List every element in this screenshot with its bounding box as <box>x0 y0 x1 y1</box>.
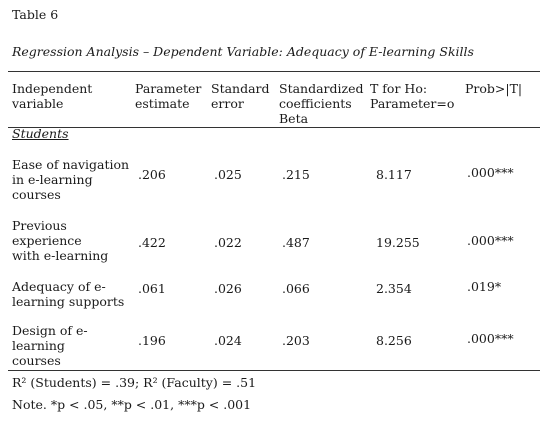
table-caption: Regression Analysis – Dependent Variable… <box>12 44 474 59</box>
row-beta: .215 <box>282 167 310 182</box>
row-error: .024 <box>214 333 242 348</box>
row-variable-previous-experience: Previous experience with e-learning <box>12 218 109 263</box>
header-parameter-estimate: Parameter estimate <box>135 81 202 111</box>
row-beta: .066 <box>282 281 310 296</box>
bottom-rule <box>8 370 540 371</box>
header-t-statistic: T for Ho: Parameter=o <box>370 81 455 111</box>
row-variable-design-of-courses: Design of e- learning courses <box>12 323 88 368</box>
r-squared-note: R² (Students) = .39; R² (Faculty) = .51 <box>12 375 257 390</box>
row-variable-adequacy-supports: Adequacy of e- learning supports <box>12 279 125 309</box>
significance-note: Note. *p < .05, **p < .01, ***p < .001 <box>12 397 252 412</box>
row-prob: .000*** <box>467 331 514 346</box>
header-independent-variable: Independent variable <box>12 81 93 111</box>
row-prob: .019* <box>467 279 502 294</box>
row-prob: .000*** <box>467 165 514 180</box>
row-prob: .000*** <box>467 233 514 248</box>
row-estimate: .196 <box>138 333 166 348</box>
table-title: Table 6 <box>12 7 59 22</box>
row-t: 2.354 <box>376 281 412 296</box>
header-standardized-beta: Standardized coefficients Beta <box>279 81 364 126</box>
row-t: 8.256 <box>376 333 412 348</box>
header-probability: Prob>|T| <box>465 81 523 96</box>
row-beta: .203 <box>282 333 310 348</box>
row-t: 8.117 <box>376 167 412 182</box>
section-label-students: Students <box>12 126 69 141</box>
row-estimate: .206 <box>138 167 166 182</box>
row-estimate: .061 <box>138 281 166 296</box>
row-error: .022 <box>214 235 242 250</box>
top-rule <box>8 71 540 72</box>
row-variable-ease-of-navigation: Ease of navigation in e-learning courses <box>12 157 130 202</box>
header-rule <box>8 127 540 128</box>
row-t: 19.255 <box>376 235 420 250</box>
row-estimate: .422 <box>138 235 166 250</box>
row-error: .025 <box>214 167 242 182</box>
row-beta: .487 <box>282 235 310 250</box>
row-error: .026 <box>214 281 242 296</box>
header-standard-error: Standard error <box>211 81 270 111</box>
